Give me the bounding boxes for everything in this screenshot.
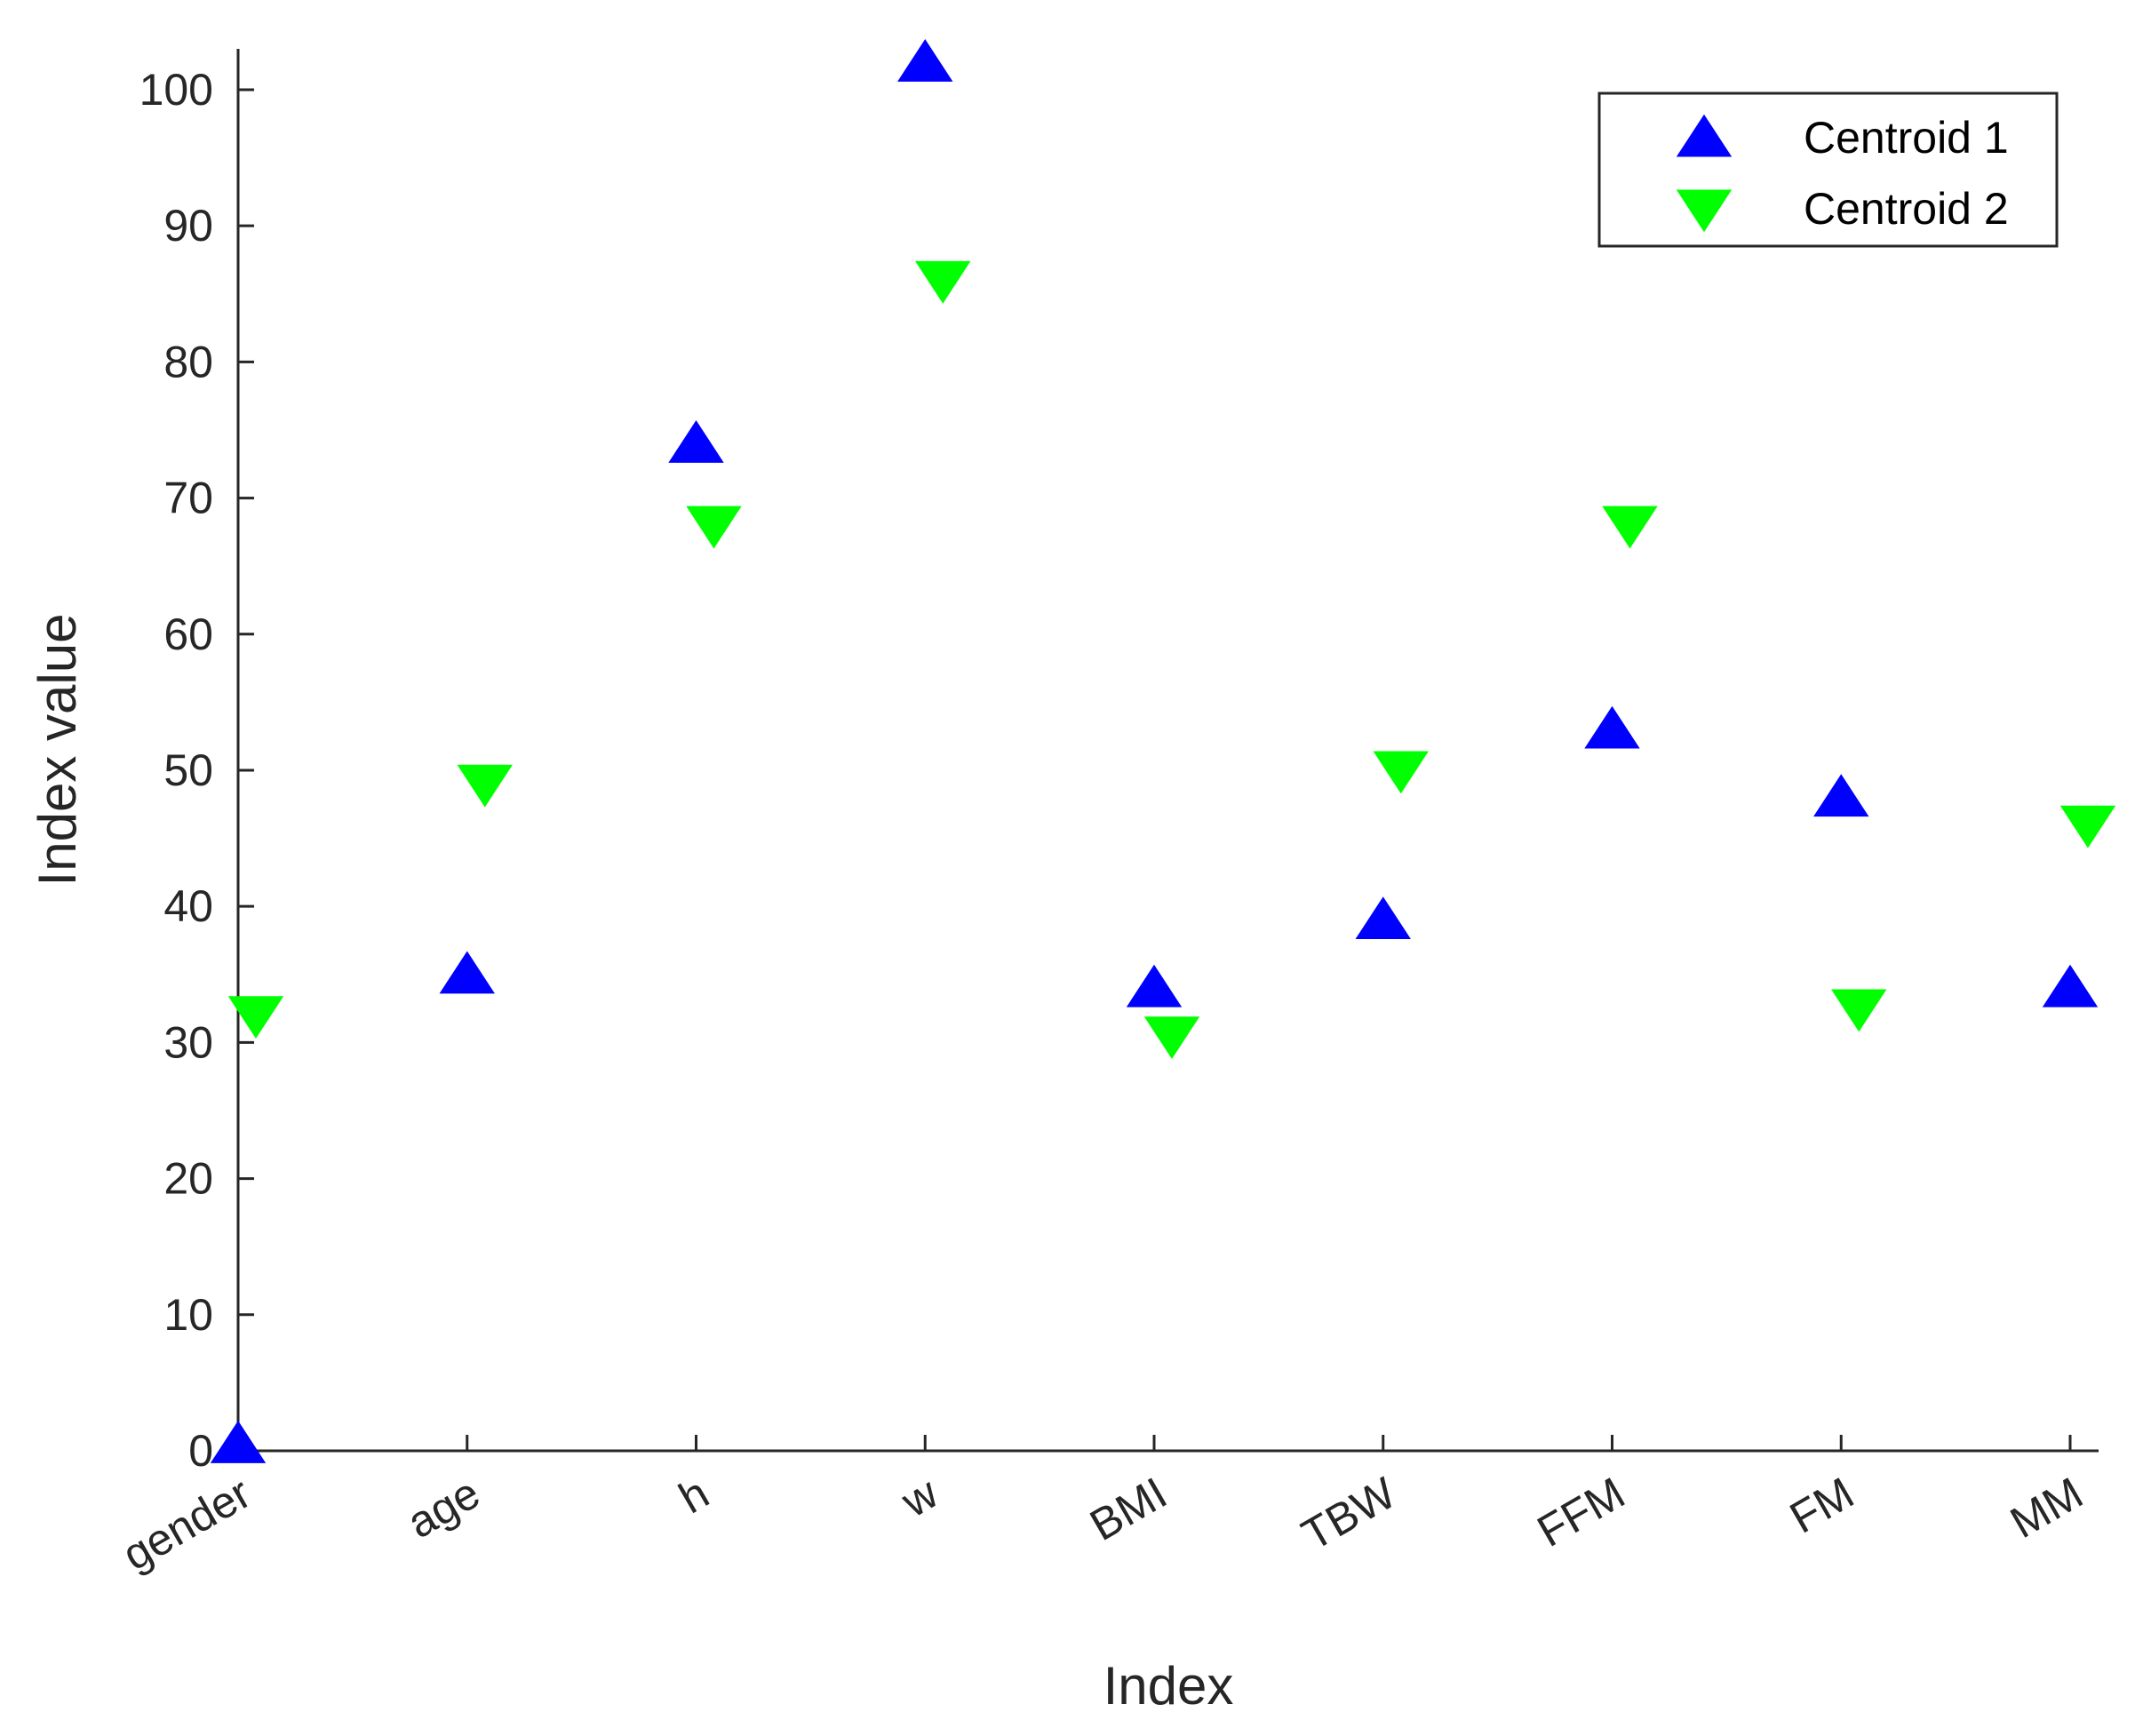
y-tick-label: 30	[163, 1017, 213, 1067]
legend-marker	[1676, 189, 1733, 233]
data-point-centroid-1	[1584, 705, 1640, 749]
data-point-centroid-1	[1813, 774, 1869, 817]
data-point-centroid-2	[457, 764, 513, 808]
data-point-centroid-2	[915, 260, 971, 304]
x-tick-label: age	[399, 1468, 488, 1548]
legend-box	[1597, 92, 2059, 248]
data-point-centroid-2	[1831, 989, 1887, 1032]
y-tick-label: 50	[163, 745, 213, 795]
y-axis-title: Index value	[28, 614, 87, 887]
data-point-centroid-1	[668, 419, 724, 463]
data-point-centroid-1	[2042, 964, 2099, 1007]
y-tick-label: 20	[163, 1154, 213, 1204]
x-tick-label: TBW	[1294, 1468, 1405, 1560]
data-point-centroid-2	[686, 506, 742, 549]
y-tick-label: 60	[163, 609, 213, 659]
axes	[236, 49, 2099, 1453]
x-tick-label: BMI	[1082, 1468, 1175, 1550]
data-point-centroid-2	[2059, 805, 2116, 848]
data-point-centroid-2	[227, 996, 284, 1039]
y-tick-label: 70	[163, 474, 213, 523]
x-tick-label: MM	[2002, 1468, 2091, 1548]
legend-label: Centroid 2	[1804, 184, 2009, 234]
data-point-centroid-1	[210, 1421, 267, 1463]
data-points	[210, 39, 2116, 1463]
y-tick-label: 100	[139, 65, 213, 115]
x-axis-title: Index	[1103, 1656, 1234, 1716]
data-point-centroid-2	[1373, 751, 1429, 794]
data-point-centroid-2	[1143, 1016, 1200, 1060]
x-tick-label: FFM	[1529, 1468, 1633, 1557]
tick-marks	[236, 88, 2072, 1453]
legend-marker	[1676, 114, 1733, 157]
data-point-centroid-1	[897, 39, 953, 82]
x-tick-label: w	[893, 1468, 947, 1527]
data-point-centroid-2	[1602, 506, 1658, 549]
x-tick-label: h	[671, 1468, 717, 1523]
y-tick-label: 90	[163, 201, 213, 251]
legend: Centroid 1 Centroid 2	[1597, 92, 2059, 248]
legend-label: Centroid 1	[1804, 113, 2009, 163]
y-tick-label: 40	[163, 881, 213, 931]
y-tick-label: 10	[163, 1290, 213, 1340]
data-point-centroid-1	[439, 951, 495, 994]
y-tick-label: 80	[163, 337, 213, 386]
y-tick-label: 0	[188, 1426, 213, 1476]
x-tick-label: gender	[115, 1468, 259, 1580]
data-point-centroid-1	[1126, 964, 1183, 1007]
x-tick-label: FM	[1781, 1468, 1862, 1543]
data-point-centroid-1	[1355, 896, 1411, 940]
